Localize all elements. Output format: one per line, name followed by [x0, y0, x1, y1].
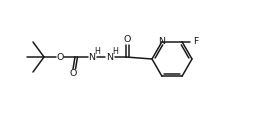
Text: H: H: [112, 46, 118, 55]
Text: O: O: [56, 53, 64, 62]
Text: O: O: [69, 69, 77, 79]
Text: N: N: [158, 37, 166, 46]
Text: F: F: [193, 37, 199, 46]
Text: N: N: [106, 53, 113, 62]
Text: O: O: [123, 35, 131, 44]
Text: H: H: [94, 46, 100, 55]
Text: N: N: [89, 53, 96, 62]
